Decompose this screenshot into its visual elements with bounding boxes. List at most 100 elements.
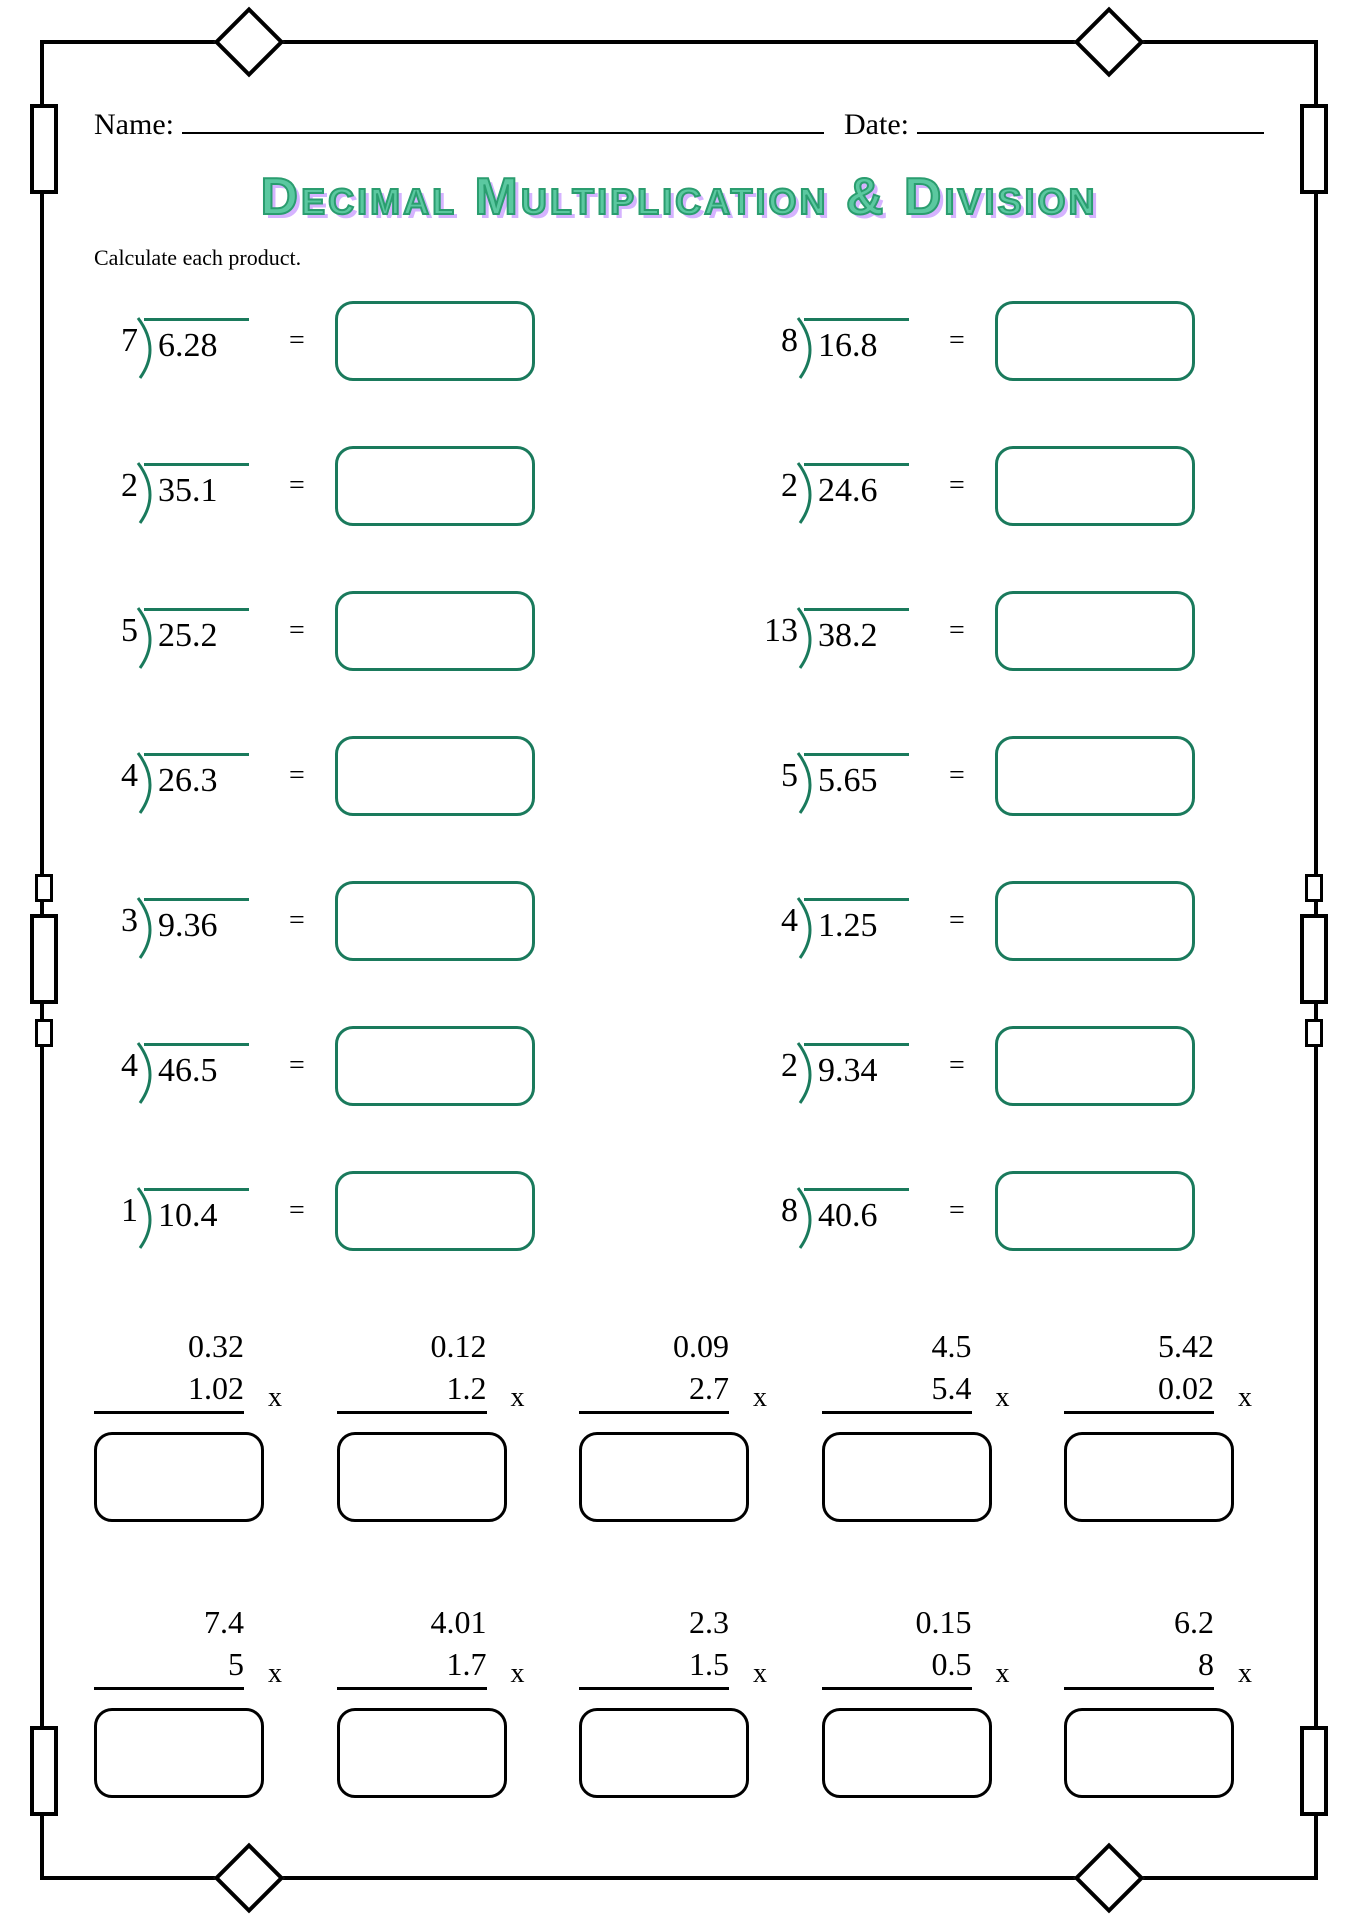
long-division-symbol: 40.6 (804, 1188, 909, 1235)
answer-box[interactable] (94, 1708, 264, 1798)
multiplier: 0.02 (1064, 1368, 1264, 1410)
border-diamond (214, 1843, 285, 1914)
equals-sign: = (289, 615, 305, 647)
answer-box[interactable] (1064, 1708, 1234, 1798)
border-bead (1305, 1019, 1323, 1047)
answer-box[interactable] (822, 1432, 992, 1522)
times-sign: x (996, 1658, 1010, 1690)
multiplication-line (337, 1411, 487, 1414)
division-column-right: 816.8=224.6=1338.2=55.65=41.25=29.34=840… (754, 301, 1264, 1316)
answer-box[interactable] (995, 1171, 1195, 1251)
division-problem: 235.1= (94, 446, 604, 526)
multiplication-line (94, 1411, 244, 1414)
dividend: 9.34 (804, 1043, 909, 1090)
division-problem: 41.25= (754, 881, 1264, 961)
equals-sign: = (289, 325, 305, 357)
multiplication-line (94, 1687, 244, 1690)
answer-box[interactable] (337, 1708, 507, 1798)
answer-box[interactable] (335, 881, 535, 961)
content-area: Name: Date: Decimal Multiplication & Div… (44, 44, 1314, 1838)
equals-sign: = (949, 615, 965, 647)
times-sign: x (511, 1658, 525, 1690)
dividend: 38.2 (804, 608, 909, 655)
multiplication-problem: 0.150.5x (822, 1602, 1022, 1798)
answer-box[interactable] (995, 591, 1195, 671)
division-column-left: 76.28=235.1=525.2=426.3=39.36=446.5=110.… (94, 301, 604, 1316)
name-input-line[interactable] (182, 104, 824, 134)
long-division-symbol: 9.34 (804, 1043, 909, 1090)
multiplier: 1.2 (337, 1368, 537, 1410)
answer-box[interactable] (995, 1026, 1195, 1106)
multiplier: 1.5 (579, 1644, 779, 1686)
answer-box[interactable] (1064, 1432, 1234, 1522)
multiplication-problem: 4.55.4x (822, 1326, 1022, 1522)
equals-sign: = (949, 1195, 965, 1227)
division-problem: 1338.2= (754, 591, 1264, 671)
multiplication-problem: 0.121.2x (337, 1326, 537, 1522)
division-problem: 840.6= (754, 1171, 1264, 1251)
multiplicand: 4.01 (337, 1602, 537, 1644)
multiplication-line (1064, 1411, 1214, 1414)
answer-box[interactable] (995, 301, 1195, 381)
long-division-symbol: 16.8 (804, 318, 909, 365)
border-diamond (1074, 1843, 1145, 1914)
dividend: 26.3 (144, 753, 249, 800)
long-division-symbol: 9.36 (144, 898, 249, 945)
answer-box[interactable] (579, 1432, 749, 1522)
border-bead (35, 874, 53, 902)
border-rect (30, 1726, 58, 1816)
dividend: 16.8 (804, 318, 909, 365)
answer-box[interactable] (335, 301, 535, 381)
equals-sign: = (289, 470, 305, 502)
dividend: 5.65 (804, 753, 909, 800)
multiplier: 0.5 (822, 1644, 1022, 1686)
answer-box[interactable] (335, 446, 535, 526)
border-rect (1300, 104, 1328, 194)
dividend: 1.25 (804, 898, 909, 945)
name-label: Name: (94, 108, 174, 142)
multiplication-row-2: 7.45x4.011.7x2.31.5x0.150.5x6.28x (94, 1602, 1264, 1798)
multiplication-problem: 0.321.02x (94, 1326, 294, 1522)
answer-box[interactable] (995, 881, 1195, 961)
answer-box[interactable] (335, 1026, 535, 1106)
long-division-symbol: 5.65 (804, 753, 909, 800)
answer-box[interactable] (335, 736, 535, 816)
multiplier: 1.02 (94, 1368, 294, 1410)
multiplication-problem: 4.011.7x (337, 1602, 537, 1798)
answer-box[interactable] (335, 1171, 535, 1251)
border-rect (30, 104, 58, 194)
border-rect (1300, 1726, 1328, 1816)
equals-sign: = (949, 325, 965, 357)
long-division-symbol: 10.4 (144, 1188, 249, 1235)
multiplicand: 0.12 (337, 1326, 537, 1368)
answer-box[interactable] (94, 1432, 264, 1522)
answer-box[interactable] (822, 1708, 992, 1798)
equals-sign: = (949, 760, 965, 792)
equals-sign: = (949, 905, 965, 937)
times-sign: x (268, 1658, 282, 1690)
answer-box[interactable] (995, 736, 1195, 816)
division-problem: 110.4= (94, 1171, 604, 1251)
multiplication-problem: 6.28x (1064, 1602, 1264, 1798)
equals-sign: = (289, 1195, 305, 1227)
division-problem: 76.28= (94, 301, 604, 381)
multiplicand: 0.15 (822, 1602, 1022, 1644)
multiplication-line (337, 1687, 487, 1690)
equals-sign: = (289, 905, 305, 937)
date-input-line[interactable] (917, 104, 1264, 134)
dividend: 6.28 (144, 318, 249, 365)
times-sign: x (268, 1382, 282, 1414)
dividend: 9.36 (144, 898, 249, 945)
answer-box[interactable] (337, 1432, 507, 1522)
answer-box[interactable] (579, 1708, 749, 1798)
multiplication-line (1064, 1687, 1214, 1690)
date-label: Date: (844, 108, 909, 142)
answer-box[interactable] (335, 591, 535, 671)
worksheet-page: Name: Date: Decimal Multiplication & Div… (40, 40, 1318, 1880)
times-sign: x (1238, 1658, 1252, 1690)
equals-sign: = (949, 470, 965, 502)
division-problem: 29.34= (754, 1026, 1264, 1106)
answer-box[interactable] (995, 446, 1195, 526)
multiplication-problem: 0.092.7x (579, 1326, 779, 1522)
division-problem: 525.2= (94, 591, 604, 671)
